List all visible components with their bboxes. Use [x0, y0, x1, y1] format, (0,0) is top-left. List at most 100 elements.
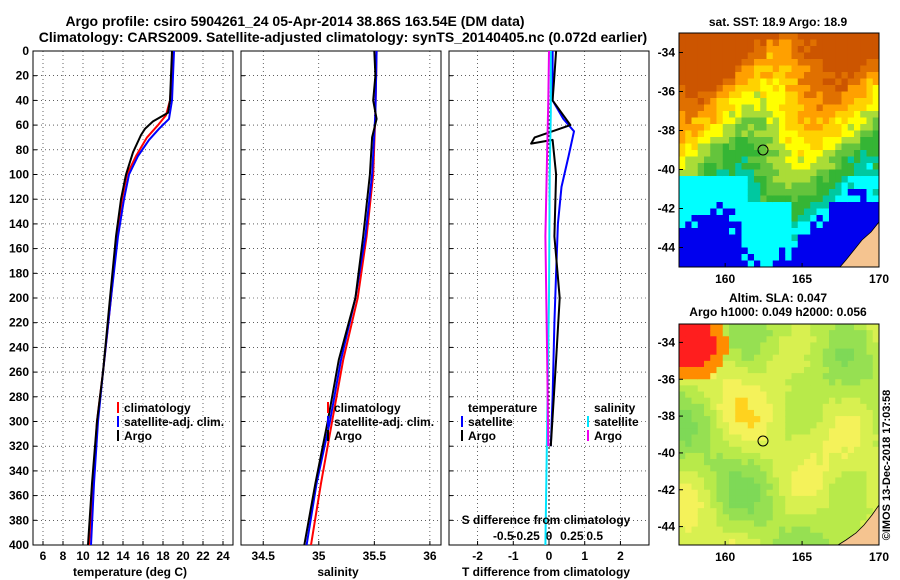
heatmap-cell [797, 489, 805, 497]
heatmap-cell [835, 260, 842, 267]
heatmap-cell [822, 416, 830, 423]
heatmap-cell [841, 520, 849, 527]
heatmap-cell [810, 189, 817, 196]
heatmap-cell [797, 416, 805, 423]
heatmap-cell [710, 98, 717, 105]
heatmap-cell [872, 483, 879, 491]
heatmap-cell [716, 59, 724, 66]
heatmap-cell [735, 39, 742, 47]
heatmap-cell [785, 330, 792, 337]
series-line-argo [303, 51, 378, 545]
heatmap-cell [747, 39, 755, 47]
heatmap-cell [810, 104, 817, 112]
heatmap-cell [747, 526, 755, 534]
heatmap-cell [822, 91, 830, 99]
heatmap-cell [735, 342, 742, 349]
heatmap-cell [766, 52, 774, 60]
title-line-1: Argo profile: csiro 5904261_24 05-Apr-20… [65, 13, 524, 29]
heatmap-cell [829, 156, 836, 164]
heatmap-cell [685, 104, 692, 112]
heatmap-cell [854, 85, 861, 92]
heatmap-cell [860, 502, 867, 509]
heatmap-cell [710, 495, 717, 503]
heatmap-cell [691, 471, 699, 478]
heatmap-cell [754, 221, 761, 229]
heatmap-cell [841, 514, 849, 521]
heatmap-cell [810, 403, 817, 411]
heatmap-cell [697, 434, 705, 442]
heatmap-cell [797, 85, 805, 92]
heatmap-cell [697, 502, 705, 509]
heatmap-cell [741, 150, 749, 157]
heatmap-cell [872, 85, 879, 92]
heatmap-cell [841, 532, 849, 540]
heatmap-cell [735, 514, 742, 521]
heatmap-cell [685, 409, 692, 417]
heatmap-cell [816, 260, 824, 267]
heatmap-cell [872, 403, 879, 411]
heatmap-cell [816, 360, 824, 368]
heatmap-cell [697, 409, 705, 417]
heatmap-cell [679, 532, 686, 540]
heatmap-cell [785, 98, 792, 105]
heatmap-cell [685, 330, 692, 337]
heatmap-cell [860, 336, 867, 343]
heatmap-cell [697, 124, 705, 131]
heatmap-cell [710, 91, 717, 99]
heatmap-cell [791, 324, 799, 331]
heatmap-cell [754, 260, 761, 267]
heatmap-cell [866, 78, 874, 86]
heatmap-cell [747, 471, 755, 478]
heatmap-cell [741, 156, 749, 164]
heatmap-cell [779, 195, 786, 203]
heatmap-cell [685, 117, 692, 125]
heatmap-cell [779, 241, 786, 248]
heatmap-cell [779, 39, 786, 47]
heatmap-cell [829, 247, 836, 255]
heatmap-cell [872, 477, 879, 485]
heatmap-cell [710, 440, 717, 448]
heatmap-cell [679, 440, 686, 448]
heatmap-cell [804, 403, 811, 411]
heatmap-cell [772, 391, 780, 399]
heatmap-cell [679, 234, 686, 242]
heatmap-cell [697, 483, 705, 491]
heatmap-cell [729, 104, 736, 112]
heatmap-cell [697, 508, 705, 515]
heatmap-cell [754, 189, 761, 196]
heatmap-cell [691, 215, 699, 222]
heatmap-cell [772, 247, 780, 255]
heatmap-cell [754, 143, 761, 151]
heatmap-cell [860, 489, 867, 497]
heatmap-cell [854, 189, 861, 196]
heatmap-cell [747, 440, 755, 448]
heatmap-cell [860, 104, 867, 112]
heatmap-cell [772, 422, 780, 429]
heatmap-cell [810, 471, 817, 478]
heatmap-cell [735, 234, 742, 242]
heatmap-cell [829, 208, 836, 216]
heatmap-cell [829, 33, 836, 40]
heatmap-cell [697, 98, 705, 105]
heatmap-cell [854, 403, 861, 411]
heatmap-cell [741, 182, 749, 190]
heatmap-cell [785, 260, 792, 267]
y-tick-label: 0 [22, 44, 29, 58]
heatmap-cell [847, 514, 855, 521]
heatmap-cell [697, 33, 705, 40]
heatmap-cell [697, 360, 705, 368]
heatmap-cell [691, 532, 699, 540]
heatmap-cell [685, 324, 692, 331]
heatmap-cell [691, 59, 699, 66]
heatmap-cell [810, 538, 817, 545]
heatmap-cell [710, 471, 717, 478]
heatmap-cell [691, 241, 699, 248]
heatmap-cell [841, 117, 849, 125]
heatmap-cell [772, 360, 780, 368]
heatmap-cell [779, 360, 786, 368]
heatmap-cell [872, 208, 879, 216]
heatmap-cell [779, 520, 786, 527]
heatmap-cell [797, 422, 805, 429]
heatmap-cell [697, 228, 705, 235]
heatmap-cell [860, 65, 867, 73]
